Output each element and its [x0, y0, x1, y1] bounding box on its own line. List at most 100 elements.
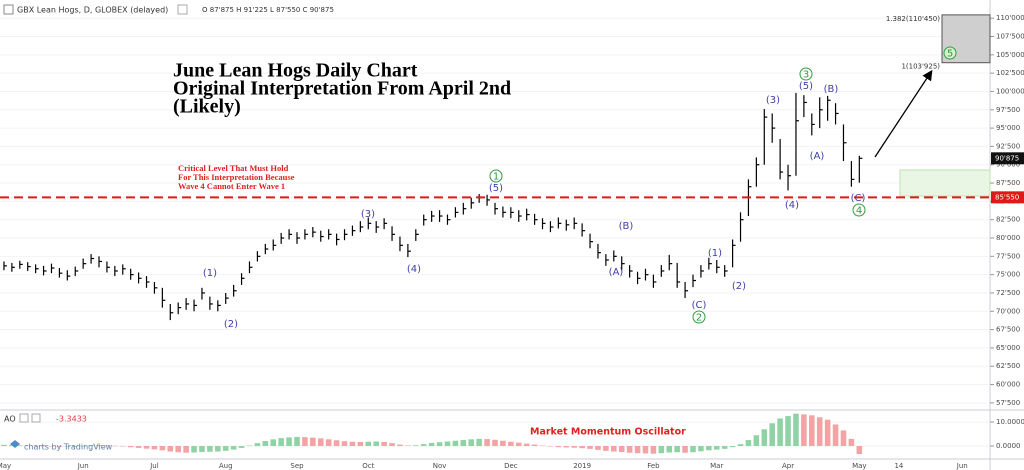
x-tick-label: Apr	[782, 462, 794, 470]
y-tick-label: 95'000	[996, 124, 1020, 132]
oscillator-bar	[721, 446, 728, 449]
symbol-icon[interactable]	[3, 4, 14, 15]
x-tick-label: Jul	[149, 462, 159, 470]
oscillator-bar	[856, 446, 863, 455]
oscillator-bar	[484, 439, 490, 447]
oscillator-bar	[690, 446, 696, 453]
oscillator-bar	[428, 442, 435, 447]
wave-circle	[943, 46, 957, 60]
oscillator-bar	[32, 445, 39, 447]
y-tick-label: 87'500	[996, 179, 1020, 187]
oscillator-bar	[658, 446, 665, 454]
oscillator-bar	[563, 446, 570, 448]
wave-label: (4)	[407, 264, 421, 275]
oscillator-annotation: Market Momentum Oscillator	[530, 427, 686, 438]
y-tick-label: 92'500	[996, 142, 1020, 150]
oscillator-bar	[515, 442, 522, 447]
critical-level-tag	[991, 191, 1024, 204]
oscillator-bar	[832, 424, 839, 447]
oscillator-bar	[373, 441, 379, 447]
wave-circle-label: 5	[947, 49, 953, 60]
oscillator-bar	[88, 445, 94, 447]
y-tick-label: 77'500	[996, 252, 1020, 260]
wave-label: (5)	[489, 183, 503, 194]
wave-label: (5)	[799, 81, 813, 92]
oscillator-bar	[405, 445, 411, 447]
oscillator-bar	[357, 441, 364, 447]
y-tick-label: 100'000	[996, 87, 1024, 95]
fib-label: 1.382(110'450)	[886, 15, 940, 23]
oscillator-bar	[207, 446, 213, 452]
y-tick-label: 97'500	[996, 106, 1020, 114]
oscillator-bar	[587, 446, 593, 449]
oscillator-bar	[539, 445, 546, 447]
x-tick-label: 14	[894, 462, 903, 470]
x-tick-label: Oct	[362, 462, 374, 470]
oscillator-bar	[737, 444, 744, 447]
oscillator-bar	[302, 437, 308, 447]
oscillator-bar	[713, 446, 720, 450]
oscillator-bar	[349, 441, 356, 447]
oscillator-bar	[571, 446, 577, 448]
oscillator-bar	[112, 445, 118, 447]
oscillator-bar	[761, 429, 768, 447]
x-tick-label: Dec	[504, 462, 518, 470]
wave-label: (3)	[361, 209, 375, 220]
ohlc-readout: O 87'875 H 91'225 L 87'550 C 90'875	[202, 6, 334, 14]
oscillator-bar	[809, 415, 815, 447]
oscillator-icon[interactable]	[31, 413, 41, 423]
oscillator-bar	[618, 446, 625, 453]
oscillator-bar	[72, 446, 79, 447]
oscillator-bar	[508, 441, 514, 447]
wave-circle-label: 3	[803, 70, 809, 81]
y-tick-label: 65'000	[996, 344, 1020, 352]
wave-circle	[799, 67, 813, 81]
y-tick-label: 72'500	[996, 289, 1020, 297]
oscillator-bar	[246, 445, 253, 447]
oscillator-bar	[96, 445, 102, 447]
y-tick-label: 107'500	[996, 33, 1024, 41]
y-tick-label: 110'000	[996, 14, 1024, 22]
x-tick-label: May	[0, 462, 11, 470]
fib-label: 1(103'925)	[901, 63, 940, 71]
oscillator-bar	[413, 445, 419, 447]
oscillator-bar	[183, 446, 189, 453]
oscillator-bar	[848, 438, 855, 447]
settings-icon[interactable]	[177, 4, 188, 15]
oscillator-bar	[729, 446, 736, 448]
x-tick-label: Jun	[77, 462, 89, 470]
oscillator-bar	[159, 446, 166, 451]
oscillator-bar	[1, 444, 7, 447]
oscillator-bar	[611, 446, 617, 452]
wave-label: (B)	[824, 84, 839, 95]
oscillator-bar	[24, 445, 31, 447]
y-tick-label: 105'000	[996, 51, 1024, 59]
oscillator-bar	[286, 437, 292, 447]
oscillator-icon[interactable]	[19, 413, 29, 423]
y-tick-label: 75'000	[996, 271, 1020, 279]
headline: Original Interpretation From April 2nd	[173, 78, 511, 100]
y-tick-label: 67'500	[996, 326, 1020, 334]
oscillator-bar	[777, 418, 783, 447]
oscillator-bar	[262, 440, 269, 447]
oscillator-bar	[468, 439, 475, 447]
x-tick-label: Mar	[710, 462, 723, 470]
y-tick-label: 62'500	[996, 362, 1020, 370]
oscillator-bar	[389, 443, 395, 447]
oscillator-bar	[531, 444, 538, 447]
x-tick-label: Sep	[290, 462, 304, 470]
oscillator-bar	[9, 445, 15, 447]
x-tick-label: 2019	[573, 462, 591, 470]
wave-label: (4)	[785, 200, 799, 211]
wave-circle	[852, 203, 866, 217]
oscillator-bar	[215, 446, 221, 452]
oscillator-bar	[119, 446, 126, 447]
y-tick-label: 102'500	[996, 69, 1024, 77]
oscillator-bar	[476, 438, 482, 447]
symbol-title: GBX Lean Hogs, D, GLOBEX (delayed)	[17, 6, 168, 15]
oscillator-bar	[40, 446, 47, 447]
y-tick-label: 82'500	[996, 216, 1020, 224]
oscillator-bar	[294, 436, 300, 447]
x-tick-label: May	[852, 462, 866, 470]
oscillator-bar	[444, 441, 451, 447]
